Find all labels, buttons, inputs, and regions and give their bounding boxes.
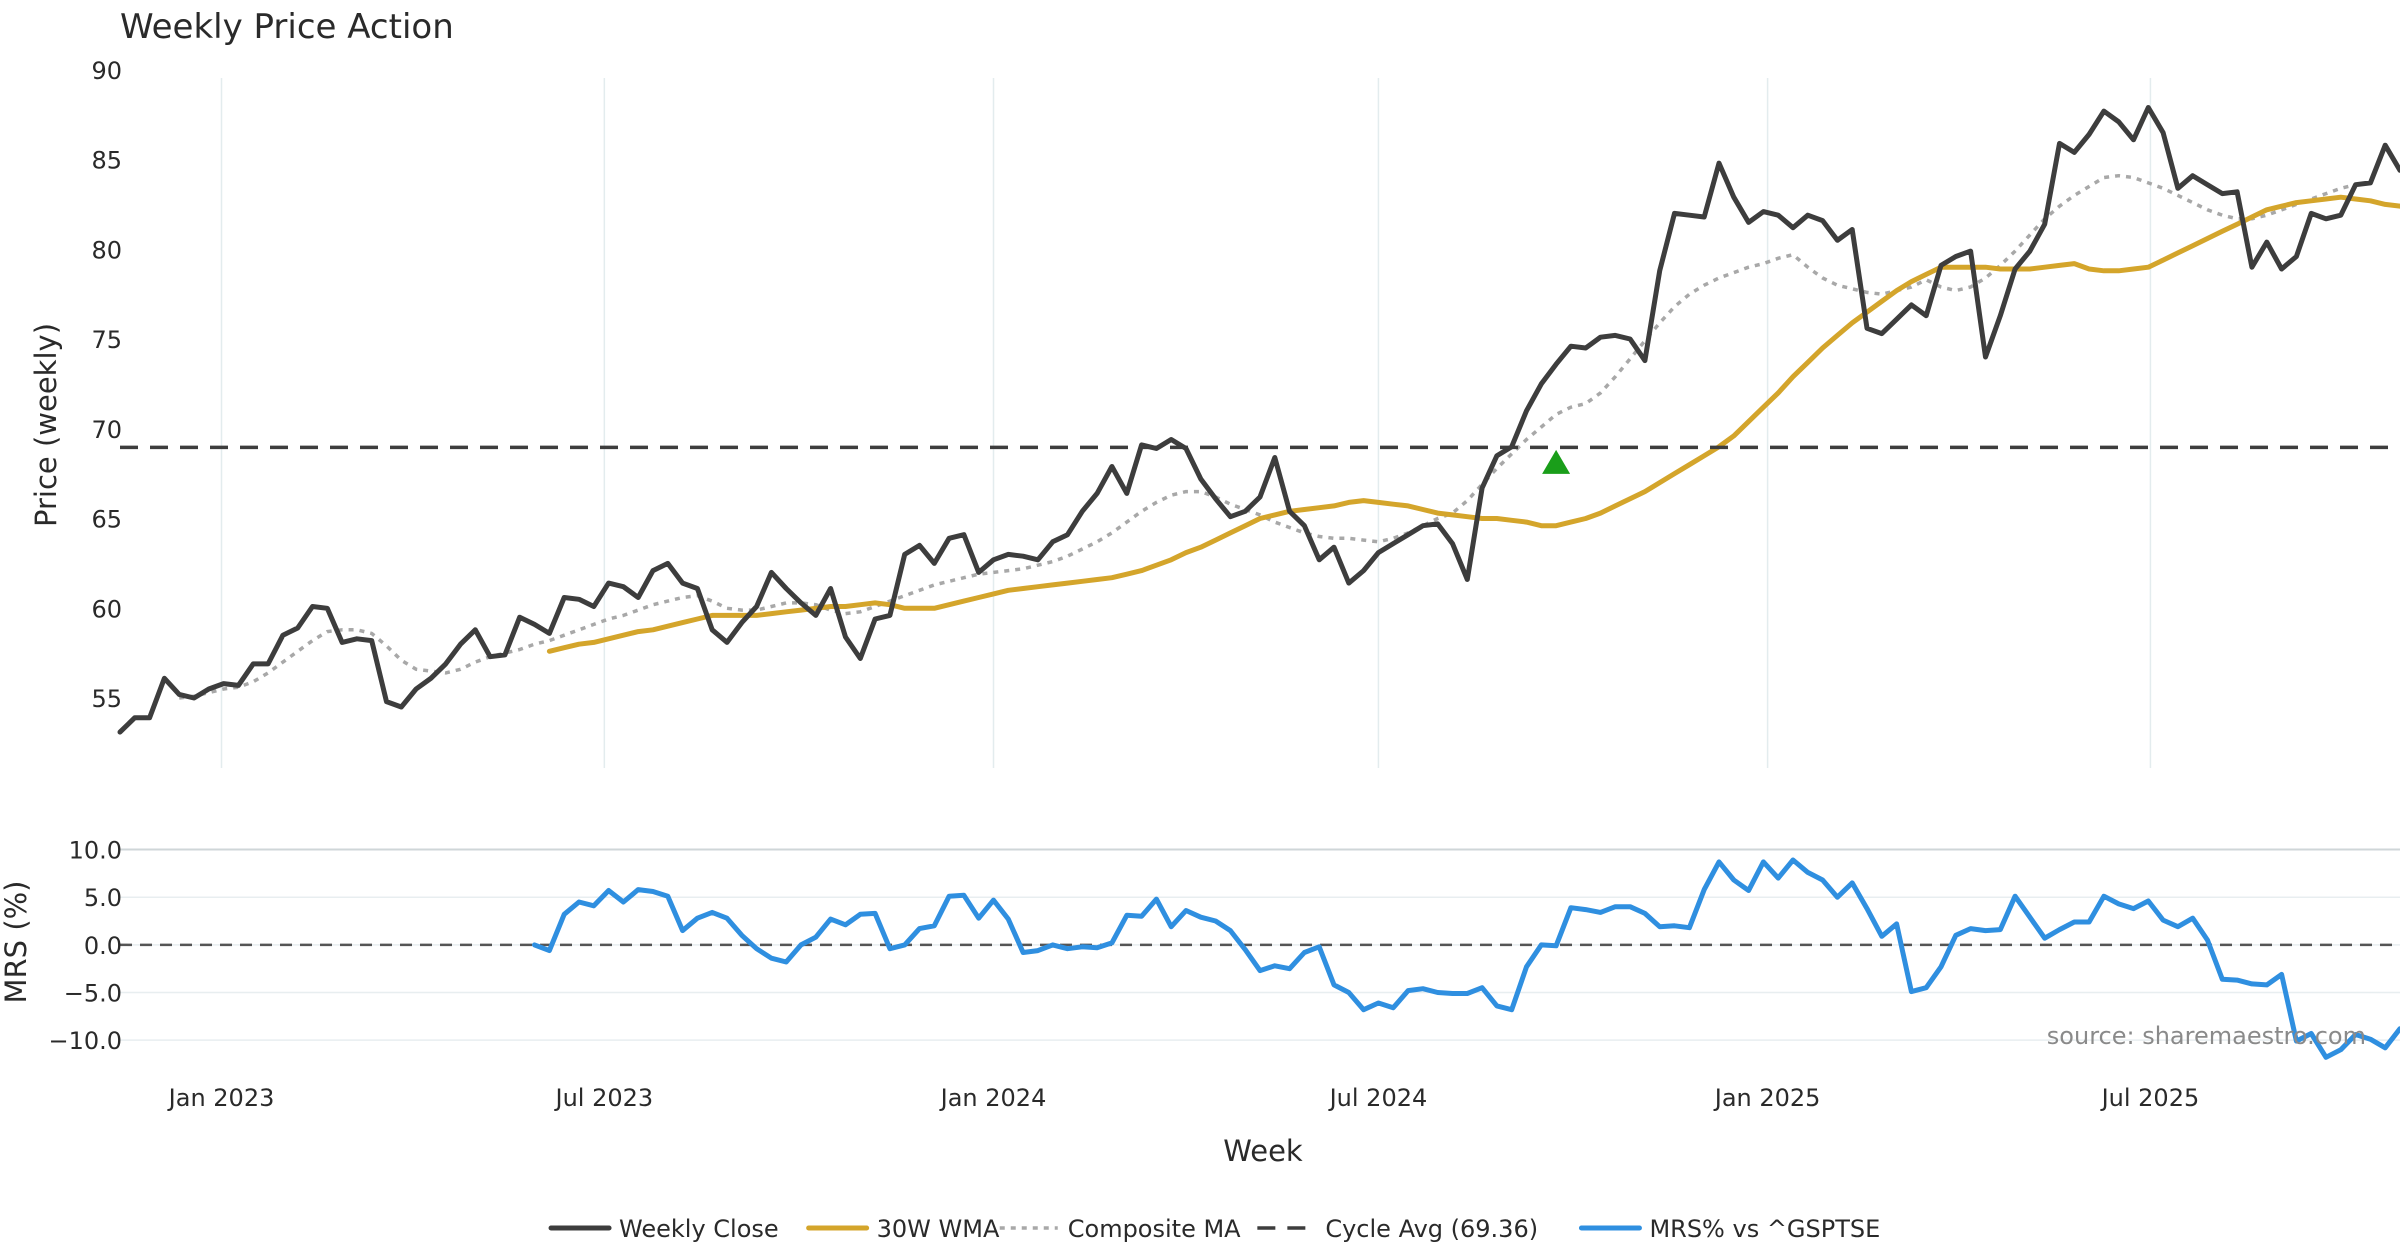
source-note: source: sharemaestro.com — [2047, 1022, 2366, 1050]
legend-item: Cycle Avg (69.36) — [1257, 1215, 1538, 1243]
price-y-tick-label: 90 — [91, 57, 122, 85]
mrs-y-tick-label: 10.0 — [69, 837, 122, 865]
price-y-tick-label: 75 — [91, 326, 122, 354]
legend-item: Composite MA — [999, 1215, 1241, 1243]
series-weekly-close — [117, 105, 2400, 735]
legend-label: Cycle Avg (69.36) — [1325, 1215, 1538, 1243]
price-y-tick-label: 60 — [91, 595, 122, 623]
x-tick-label: Jan 2025 — [1713, 1084, 1821, 1112]
x-tick-label: Jul 2024 — [1328, 1084, 1428, 1112]
axes: Jan 2023 Jul 2023 Jan 2024 Jul 2024 Jan 2025… — [48, 57, 2199, 1112]
x-tick-label: Jul 2023 — [554, 1084, 654, 1112]
legend-item: Weekly Close — [548, 1215, 779, 1243]
price-y-tick-label: 70 — [91, 416, 122, 444]
legend: Weekly Close 30W WMA Composite MA Cycle Avg… — [548, 1215, 1880, 1243]
price-axis-label: Price (weekly) — [29, 323, 63, 527]
price-y-tick-label: 65 — [91, 506, 122, 534]
mrs-y-tick-label: −10.0 — [48, 1027, 122, 1055]
mrs-y-tick-label: 0.0 — [84, 932, 122, 960]
price-y-tick-label: 85 — [91, 147, 122, 175]
grid — [120, 78, 2400, 1041]
legend-item: MRS% vs ^GSPTSE — [1578, 1215, 1880, 1243]
x-axis-label: Week — [1223, 1134, 1303, 1168]
series-30w-wma — [546, 194, 2400, 654]
chart-title: Weekly Price Action — [120, 7, 454, 47]
series-layer — [117, 105, 2400, 1060]
x-tick-label: Jul 2025 — [2100, 1084, 2200, 1112]
price-y-tick-label: 55 — [91, 685, 122, 713]
legend-label: Composite MA — [1068, 1215, 1241, 1243]
mrs-y-tick-label: 5.0 — [84, 884, 122, 912]
buy-signal-marker — [1542, 449, 1571, 474]
legend-label: 30W WMA — [877, 1215, 1000, 1243]
x-tick-label: Jan 2023 — [167, 1084, 275, 1112]
price-y-tick-label: 80 — [91, 236, 122, 264]
mrs-axis-label: MRS (%) — [0, 881, 33, 1004]
legend-label: MRS% vs ^GSPTSE — [1649, 1215, 1880, 1243]
legend-item: 30W WMA — [806, 1215, 1000, 1243]
series-mrs-vs-gsptse — [532, 857, 2400, 1060]
mrs-y-tick-label: −5.0 — [64, 980, 122, 1008]
legend-label: Weekly Close — [619, 1215, 779, 1243]
x-tick-label: Jan 2024 — [939, 1084, 1047, 1112]
